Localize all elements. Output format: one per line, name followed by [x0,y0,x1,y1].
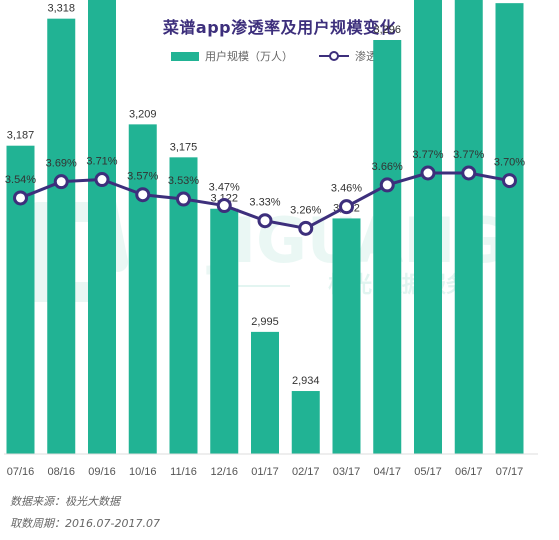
line-point [176,191,191,207]
line-value-label: 3.47% [209,182,240,194]
x-tick-label: 12/16 [210,466,238,478]
x-tick-label: 06/17 [455,466,483,478]
line-value-label: 3.54% [5,174,36,186]
x-tick-label: 07/16 [7,466,35,478]
x-tick-label: 02/17 [292,466,320,478]
bar-users [495,3,524,454]
bar-value-label: 3,209 [129,108,157,120]
line-point [461,165,477,181]
bar-users [373,39,402,454]
x-tick-label: 10/16 [129,466,157,478]
bar-users [128,124,157,454]
bar-users [88,0,116,454]
line-value-label: 3.71% [86,156,117,168]
legend-swatch-line [319,51,349,61]
chart-title: 菜谱app渗透率及用户规模变化 [162,18,397,37]
period-note: 取数周期：2016.07-2017.07 [10,517,160,530]
line-point [257,213,273,229]
bar-users [47,18,76,454]
bar-value-label: 3,318 [47,3,75,15]
line-point [94,172,110,188]
bar-users [169,157,198,454]
line-value-label: 3.77% [453,149,484,161]
line-point [135,187,151,203]
x-tick-label: 01/17 [251,466,279,478]
x-tick-label: 03/17 [333,466,361,478]
bar-value-label: 2,995 [251,316,279,328]
line-point [216,198,232,214]
bar-users [291,391,320,454]
x-tick-label: 11/16 [170,466,197,478]
legend-label-users: 用户规模（万人） [205,50,293,63]
line-value-label: 3.57% [127,171,158,183]
bar-users [251,331,279,454]
legend-swatch-bar [171,51,199,61]
line-point [339,199,354,215]
x-tick-label: 09/16 [88,466,116,478]
bar-value-label: 2,934 [292,375,320,387]
line-point [502,173,517,189]
x-tick-label: 04/17 [373,466,401,478]
bar-users [414,0,442,455]
line-point [379,177,395,193]
watermark-logo-icon-part [28,202,108,302]
line-value-label: 3.26% [290,204,321,216]
bar-value-label: 3,296 [373,24,401,36]
bar-users [454,0,483,454]
line-point [13,190,28,206]
bar-value-label: 3,175 [170,141,198,153]
line-point [298,220,314,236]
line-value-label: 3.77% [412,149,443,161]
x-tick-label: 07/17 [496,466,524,478]
x-tick-label: 08/16 [47,466,75,478]
source-note: 数据来源：极光大数据 [10,495,120,508]
x-tick-label: 05/17 [414,466,442,478]
line-value-label: 3.69% [46,158,77,170]
bar-users [210,208,239,454]
line-point [53,174,69,190]
line-value-label: 3.70% [494,157,525,169]
line-value-label: 3.53% [168,175,199,187]
bar-users [332,218,361,454]
line-value-label: 3.66% [372,161,403,173]
line-value-label: 3.46% [331,183,362,195]
line-point [420,165,436,181]
bar-value-label: 3,187 [7,130,35,142]
legend-item-users: 用户规模（万人） [171,48,293,64]
line-value-label: 3.33% [249,197,280,209]
